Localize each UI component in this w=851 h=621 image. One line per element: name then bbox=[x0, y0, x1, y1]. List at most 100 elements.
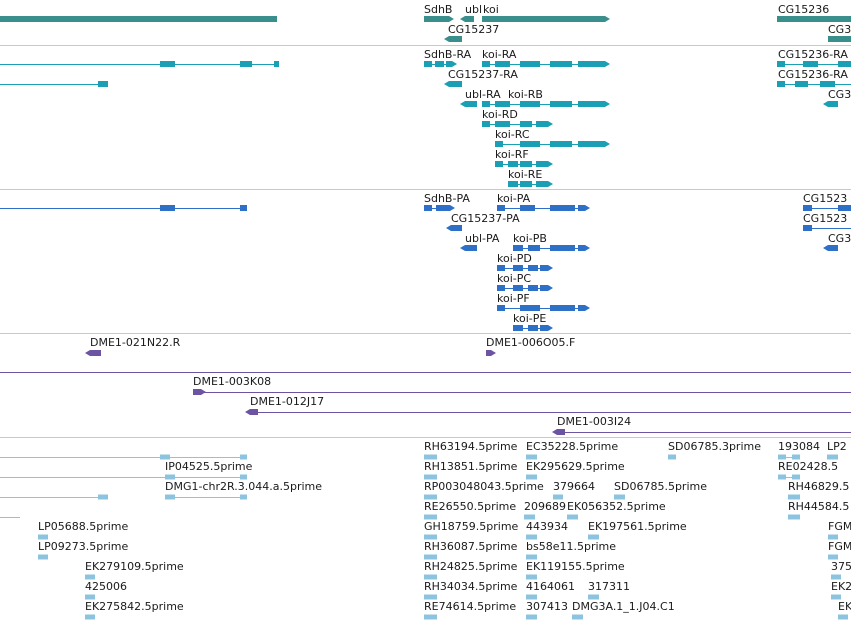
feature-glyph bbox=[85, 614, 95, 620]
feature-glyph bbox=[0, 494, 108, 500]
bac-end-block bbox=[486, 350, 491, 356]
feature-glyph bbox=[513, 245, 590, 251]
feature-glyph bbox=[424, 205, 455, 211]
strand-arrow-icon bbox=[552, 429, 557, 435]
exon-block bbox=[803, 61, 818, 67]
feature-label: koi bbox=[483, 3, 499, 16]
feature-label: SdhB-RA bbox=[424, 48, 472, 61]
feature-label: RH24825.5prime bbox=[424, 560, 518, 573]
feature-glyph bbox=[0, 454, 247, 460]
exon-block bbox=[550, 205, 575, 211]
exon-block bbox=[792, 474, 800, 480]
feature-glyph bbox=[828, 36, 851, 42]
feature-glyph bbox=[513, 325, 553, 331]
feature-label: CG15237 bbox=[448, 23, 499, 36]
feature-glyph bbox=[193, 389, 851, 395]
exon-block bbox=[578, 205, 585, 211]
feature-glyph bbox=[526, 454, 537, 460]
exon-block bbox=[449, 81, 462, 87]
feature-label: koi-RA bbox=[482, 48, 517, 61]
feature-label: 4164061 bbox=[526, 580, 575, 593]
exon-block bbox=[497, 265, 505, 271]
bac-end-block bbox=[90, 350, 101, 356]
exon-block bbox=[482, 101, 490, 107]
feature-glyph bbox=[482, 61, 610, 67]
feature-glyph bbox=[524, 514, 535, 520]
exon-block bbox=[508, 161, 518, 167]
feature-label: CG15236-RA bbox=[778, 48, 848, 61]
exon-block bbox=[578, 245, 585, 251]
exon-block bbox=[446, 61, 452, 67]
feature-label: koi-RC bbox=[495, 128, 530, 141]
exon-block bbox=[451, 225, 462, 231]
feature-label: DME1-003I24 bbox=[557, 415, 631, 428]
exon-block bbox=[85, 594, 95, 600]
feature-glyph bbox=[668, 454, 676, 460]
exon-block bbox=[495, 101, 510, 107]
feature-glyph bbox=[482, 16, 610, 22]
feature-label: DME1-003K08 bbox=[193, 375, 271, 388]
feature-label: CG15237-RA bbox=[448, 68, 518, 81]
exon-block bbox=[838, 614, 848, 620]
exon-block bbox=[482, 121, 490, 127]
exon-block bbox=[435, 61, 444, 67]
feature-label: EC35228.5prime bbox=[526, 440, 618, 453]
track-transcripts: SdhB-RA koi-RA CG15236-RA CG15237-RA CG15236… bbox=[0, 48, 851, 190]
exon-block bbox=[495, 161, 503, 167]
feature-glyph bbox=[552, 429, 851, 435]
gene-bar bbox=[424, 16, 449, 22]
feature-glyph bbox=[446, 225, 462, 231]
exon-block bbox=[588, 534, 599, 540]
feature-glyph bbox=[85, 350, 101, 356]
feature-label: 425006 bbox=[85, 580, 127, 593]
strand-arrow-icon bbox=[245, 409, 250, 415]
exon-block bbox=[540, 285, 548, 291]
exon-block bbox=[240, 474, 247, 480]
exon-block bbox=[520, 61, 540, 67]
exon-block bbox=[831, 574, 841, 580]
strand-arrow-icon bbox=[444, 36, 449, 42]
exon-block bbox=[572, 614, 583, 620]
feature-label: RE02428.5 bbox=[778, 460, 838, 473]
feature-glyph bbox=[38, 554, 48, 560]
strand-arrow-icon bbox=[585, 245, 590, 251]
feature-label: bs58e11.5prime bbox=[526, 540, 616, 553]
exon-block bbox=[778, 454, 786, 460]
track-bac-ends: DME1-021N22.R DME1-006O05.F bbox=[0, 336, 851, 373]
feature-glyph bbox=[444, 36, 462, 42]
strand-arrow-icon bbox=[605, 101, 610, 107]
feature-glyph bbox=[823, 245, 838, 251]
feature-glyph bbox=[497, 285, 553, 291]
exon-block bbox=[528, 265, 538, 271]
feature-label: LP09273.5prime bbox=[38, 540, 129, 553]
exon-block bbox=[98, 81, 108, 87]
clone-end-block bbox=[557, 429, 565, 435]
feature-label: SD06785.5prime bbox=[614, 480, 707, 493]
feature-label: RH44584.5 bbox=[788, 500, 849, 513]
feature-label: SD06785.3prime bbox=[668, 440, 761, 453]
strand-arrow-icon bbox=[491, 350, 496, 356]
feature-glyph bbox=[572, 614, 583, 620]
feature-label: EK2 bbox=[831, 580, 851, 593]
feature-label: EK275842.5prime bbox=[85, 600, 184, 613]
feature-glyph bbox=[803, 205, 851, 211]
strand-arrow-icon bbox=[446, 225, 451, 231]
exon-block bbox=[165, 474, 175, 480]
feature-label: koi-PF bbox=[497, 292, 530, 305]
feature-label: 193084 bbox=[778, 440, 820, 453]
feature-label: 209689 bbox=[524, 500, 566, 513]
feature-label: EK295629.5prime bbox=[526, 460, 625, 473]
feature-glyph bbox=[588, 534, 599, 540]
exon-block bbox=[588, 594, 599, 600]
exon-block bbox=[578, 61, 605, 67]
exon-block bbox=[526, 614, 537, 620]
gene-bar bbox=[828, 36, 851, 42]
exon-block bbox=[497, 305, 505, 311]
feature-label: SdhB bbox=[424, 3, 452, 16]
feature-label: RE26550.5prime bbox=[424, 500, 516, 513]
feature-label: CG1523 bbox=[803, 192, 847, 205]
exon-block bbox=[614, 494, 625, 500]
exon-block bbox=[424, 205, 432, 211]
exon-block bbox=[520, 121, 532, 127]
